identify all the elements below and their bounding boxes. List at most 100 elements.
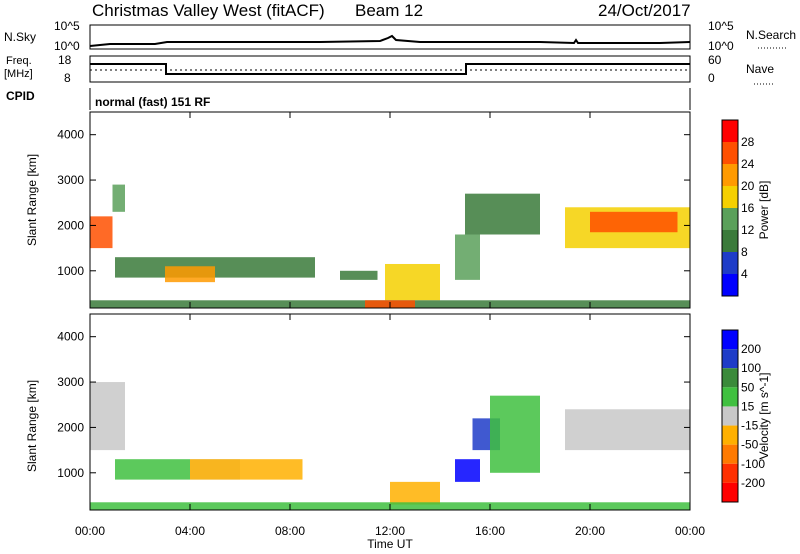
power-bar-swatch-3 <box>722 186 738 208</box>
nsky-right-label: N.Search <box>746 28 796 42</box>
power-region-4 <box>340 270 378 280</box>
vel-ytick-label-0: 4000 <box>57 330 84 344</box>
vel-bar-ticks-label-7: -200 <box>741 476 765 490</box>
nsky-trace <box>89 34 691 47</box>
vel-ytick-label-3: 1000 <box>57 466 84 480</box>
power-region-5 <box>385 263 440 301</box>
power-bar-ticks-label-4: 12 <box>741 223 755 237</box>
power-region-6 <box>455 234 480 280</box>
nsky-right-tick-bottom: 10^0 <box>708 39 734 53</box>
power-region-1 <box>112 184 125 212</box>
velocity-colorbar-ticks: 200 100 50 15 -15 -50 -100 -200 <box>741 342 765 490</box>
cpid-label: CPID <box>6 89 35 103</box>
power-region-0 <box>90 216 113 249</box>
beam-label: Beam 12 <box>355 1 423 20</box>
vel-bar-swatch-8 <box>722 482 738 502</box>
vel-region-0 <box>90 382 125 451</box>
x-tick-label-2: 08:00 <box>275 524 305 538</box>
power-bar-ticks-label-5: 8 <box>741 245 748 259</box>
freq-label-line1: Freq. <box>6 55 32 67</box>
power-bar-swatch-5 <box>722 230 738 252</box>
power-ytick-label-1: 3000 <box>57 173 84 187</box>
power-region-7 <box>465 193 540 235</box>
velocity-colorbar-frame <box>721 329 739 503</box>
velocity-colorbar: 200 100 50 15 -15 -50 -100 -200 Velocity [m s^-… <box>721 329 771 503</box>
nsky-frame <box>89 24 691 50</box>
vel-bar-swatch-0 <box>722 330 738 350</box>
vel-ytick-label-1: 3000 <box>57 375 84 389</box>
power-bar-swatch-6 <box>722 252 738 274</box>
vel-bar-ticks-label-3: 15 <box>741 399 755 413</box>
x-axis: 00:00 04:00 08:00 12:00 16:00 20:00 00:00 <box>75 112 705 538</box>
vel-region-7 <box>490 395 540 473</box>
freq-tick-bottom: 8 <box>64 71 71 85</box>
power-bar-ticks-label-0: 28 <box>741 135 755 149</box>
cpid-panel: CPID normal (fast) 151 RF <box>6 88 691 110</box>
power-colorbar-frame <box>721 119 739 297</box>
power-y-axis-label: Slant Range [km] <box>25 154 39 246</box>
power-colorbar-swatches <box>722 120 738 296</box>
vel-bar-ticks-label-6: -100 <box>741 457 765 471</box>
power-bar-ticks-label-6: 4 <box>741 267 748 281</box>
vel-bar-ticks-label-2: 50 <box>741 380 755 394</box>
power-data-layer <box>90 184 690 308</box>
nave-tick-top: 60 <box>708 53 722 67</box>
nsky-left-label: N.Sky <box>4 30 36 44</box>
power-bar-swatch-1 <box>722 142 738 164</box>
power-panel: 4000 3000 2000 1000 Slant Range [km] <box>25 111 691 309</box>
cpid-text: normal (fast) 151 RF <box>95 95 210 109</box>
velocity-panel: 4000 3000 2000 1000 Slant Range [km] <box>25 313 691 511</box>
nsky-left-tick-top: 10^5 <box>54 19 80 33</box>
power-ytick-label-0: 4000 <box>57 128 84 142</box>
power-bar-swatch-4 <box>722 208 738 230</box>
x-tick-label-1: 04:00 <box>175 524 205 538</box>
vel-bar-swatch-1 <box>722 349 738 369</box>
vel-bar-swatch-7 <box>722 463 738 483</box>
power-bar-swatch-0 <box>722 120 738 142</box>
power-y-ticks: 4000 3000 2000 1000 <box>57 128 690 278</box>
x-tick-label-3: 12:00 <box>375 524 405 538</box>
nave-tick-bottom: 0 <box>708 71 715 85</box>
x-axis-label: Time UT <box>367 537 413 551</box>
freq-tick-top: 18 <box>58 53 72 67</box>
x-tick-label-6: 00:00 <box>675 524 705 538</box>
velocity-data-layer <box>90 382 690 510</box>
vel-region-3 <box>190 459 303 480</box>
velocity-colorbar-swatches <box>722 330 738 502</box>
power-bar-ticks-label-1: 24 <box>741 157 755 171</box>
vel-bar-ticks-label-1: 100 <box>741 361 761 375</box>
vel-region-8 <box>565 409 690 451</box>
vel-bar-ticks-label-0: 200 <box>741 342 761 356</box>
velocity-y-axis-label: Slant Range [km] <box>25 380 39 472</box>
power-ytick-label-3: 1000 <box>57 264 84 278</box>
x-tick-label-5: 20:00 <box>575 524 605 538</box>
power-colorbar-ticks: 28 24 20 16 12 8 4 <box>741 135 755 281</box>
nave-label: Nave <box>746 62 774 76</box>
power-ytick-label-2: 2000 <box>57 218 84 232</box>
vel-bar-swatch-6 <box>722 444 738 464</box>
vel-bar-ticks-label-4: -15 <box>741 419 759 433</box>
vel-ytick-label-2: 2000 <box>57 420 84 434</box>
vel-region-4 <box>390 481 440 505</box>
power-bar-ticks-label-3: 16 <box>741 201 755 215</box>
freq-trace <box>90 63 690 75</box>
vel-bar-swatch-3 <box>722 387 738 407</box>
nsky-panel: N.Sky 10^5 10^0 10^5 10^0 N.Search <box>4 19 796 53</box>
date-label: 24/Oct/2017 <box>598 1 691 20</box>
velocity-colorbar-label: Velocity [m s^-1] <box>757 373 771 460</box>
power-colorbar: 28 24 20 16 12 8 4 Power [dB] <box>721 119 771 297</box>
power-bar-swatch-2 <box>722 164 738 186</box>
freq-panel: Freq. [MHz] 18 8 60 0 Nave <box>4 53 774 85</box>
vel-bar-swatch-5 <box>722 425 738 445</box>
vel-region-5 <box>455 459 480 482</box>
power-region-3 <box>165 266 215 283</box>
vel-bar-swatch-4 <box>722 406 738 426</box>
vel-bar-ticks-label-5: -50 <box>741 438 759 452</box>
power-colorbar-label: Power [dB] <box>757 181 771 240</box>
vel-bar-swatch-2 <box>722 368 738 388</box>
power-bar-swatch-7 <box>722 274 738 296</box>
nsky-left-tick-bottom: 10^0 <box>54 39 80 53</box>
vel-region-1 <box>115 459 190 480</box>
power-region-9 <box>590 211 678 233</box>
